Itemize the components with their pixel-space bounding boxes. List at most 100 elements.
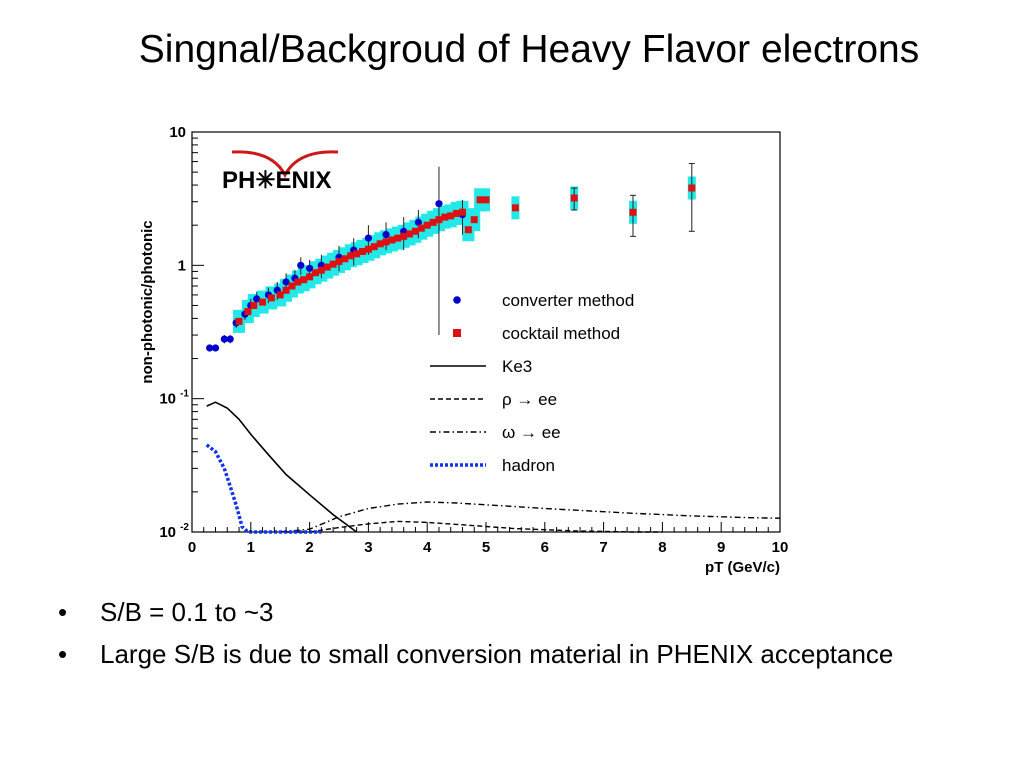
converter-point — [220, 335, 228, 343]
logo-arc — [231, 150, 339, 179]
curve-dashed — [286, 520, 663, 533]
x-tick-label: 10 — [772, 539, 789, 556]
cocktail-point — [470, 216, 478, 224]
cocktail-point — [400, 232, 408, 240]
cocktail-point — [447, 212, 455, 220]
x-tick-label: 6 — [541, 539, 549, 556]
converter-point — [364, 234, 372, 242]
cocktail-point — [688, 184, 696, 192]
slide-title: Singnal/Backgroud of Heavy Flavor electr… — [138, 28, 920, 71]
legend-label: ρ → ee — [502, 390, 557, 409]
cocktail-point — [406, 230, 414, 238]
phenix-logo: PH✳ENIX — [222, 150, 339, 194]
x-tick-label: 2 — [305, 539, 313, 556]
cocktail-point — [370, 243, 378, 251]
cocktail-point — [300, 276, 308, 284]
cocktail-point — [429, 218, 437, 226]
cocktail-point — [423, 221, 431, 229]
converter-point — [306, 264, 314, 272]
cocktail-point — [382, 238, 390, 246]
converter-point — [282, 278, 290, 286]
cocktail-point — [388, 236, 396, 244]
cocktail-point — [347, 252, 355, 260]
cocktail-point — [288, 282, 296, 290]
x-tick-label: 1 — [247, 539, 255, 556]
x-tick-label: 8 — [658, 539, 666, 556]
bullet-text: Large S/B is due to small conversion mat… — [100, 639, 894, 669]
cocktail-point — [394, 234, 402, 242]
bullet-item: • Large S/B is due to small conversion m… — [58, 638, 958, 670]
cocktail-point — [276, 291, 284, 299]
y-tick-exponent: -1 — [180, 389, 189, 400]
cocktail-point — [250, 301, 258, 309]
converter-point — [435, 200, 443, 208]
legend-marker-circle — [453, 296, 461, 304]
cocktail-point — [335, 257, 343, 265]
legend-label: converter method — [502, 291, 634, 310]
curve-solid — [206, 401, 358, 533]
cocktail-point — [435, 216, 443, 224]
x-tick-label: 4 — [423, 539, 432, 556]
cocktail-point — [376, 240, 384, 248]
bullet-symbol: • — [58, 639, 68, 669]
curve-dashdot — [280, 501, 781, 533]
converter-point — [211, 344, 220, 352]
cocktail-point — [329, 260, 337, 268]
cocktail-point — [353, 250, 361, 258]
cocktail-point — [570, 194, 578, 202]
cocktail-point — [476, 196, 484, 204]
cocktail-point — [417, 224, 425, 232]
bullet-item: • S/B = 0.1 to ~3 — [58, 596, 958, 628]
converter-point — [226, 335, 234, 343]
converter-point — [253, 295, 261, 303]
y-tick-label: 10 — [169, 124, 186, 141]
converter-point — [206, 344, 214, 352]
cocktail-point — [629, 208, 637, 216]
x-tick-label: 9 — [717, 539, 725, 556]
x-tick-label: 7 — [599, 539, 607, 556]
converter-point — [382, 231, 390, 239]
cocktail-point — [441, 213, 449, 221]
bullet-symbol: • — [58, 597, 68, 627]
cocktail-point — [364, 245, 372, 253]
cocktail-point — [311, 269, 319, 277]
cocktail-point — [282, 286, 290, 294]
converter-point — [414, 218, 422, 226]
cocktail-point — [317, 266, 325, 274]
x-tick-label: 0 — [188, 539, 196, 556]
y-axis-label: non-photonic/photonic — [139, 220, 156, 383]
y-tick-label: 10 — [159, 391, 176, 408]
x-axis-label: pT (GeV/c) — [705, 559, 780, 576]
legend-marker-square — [453, 329, 461, 337]
legend-label: ω → ee — [502, 423, 561, 442]
cocktail-point — [294, 278, 302, 286]
cocktail-point — [267, 294, 275, 302]
x-tick-label: 3 — [364, 539, 372, 556]
y-tick-label: 1 — [178, 257, 186, 274]
y-tick-exponent: -2 — [180, 522, 189, 533]
cocktail-point — [341, 255, 349, 263]
cocktail-point — [244, 308, 252, 316]
cocktail-point — [235, 317, 243, 325]
cocktail-point — [453, 209, 461, 217]
cocktail-point — [482, 196, 490, 204]
legend-label: cocktail method — [502, 324, 620, 343]
cocktail-point — [464, 226, 472, 234]
converter-point — [297, 261, 305, 269]
x-tick-label: 5 — [482, 539, 490, 556]
cocktail-point — [323, 263, 331, 271]
cocktail-point — [259, 298, 267, 306]
bullet-text: S/B = 0.1 to ~3 — [100, 597, 274, 627]
legend-label: hadron — [502, 456, 555, 475]
y-tick-label: 10 — [159, 524, 176, 541]
bullet-list: • S/B = 0.1 to ~3 • Large S/B is due to … — [58, 596, 958, 680]
cocktail-point — [306, 273, 314, 281]
legend-label: Ke3 — [502, 357, 532, 376]
cocktail-point — [458, 208, 466, 216]
logo-text: PH✳ENIX — [222, 167, 331, 194]
curve-dotted — [205, 443, 322, 534]
cocktail-point — [411, 227, 419, 235]
cocktail-point — [511, 204, 519, 212]
cocktail-point — [359, 247, 367, 255]
